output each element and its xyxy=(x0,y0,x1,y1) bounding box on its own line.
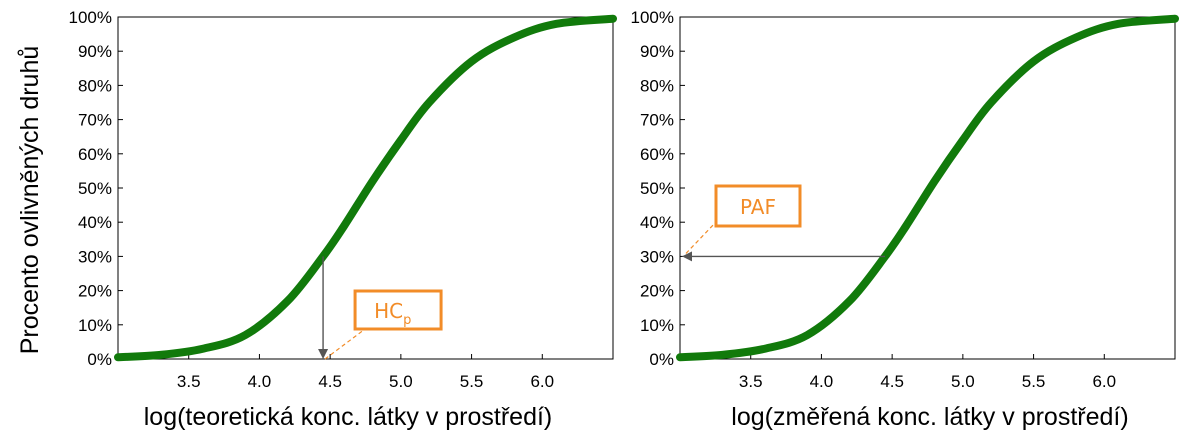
y-tick-label: 100% xyxy=(631,8,674,27)
x-axis-title: log(změřená konc. látky v prostředí) xyxy=(731,403,1128,431)
y-tick-label: 90% xyxy=(640,42,674,61)
x-tick-label: 4.0 xyxy=(810,372,834,391)
annotation-label-subscript: p xyxy=(403,313,411,328)
x-tick-label: 5.0 xyxy=(389,372,413,391)
chart-panels: 0% 10% 20% 30% 40% 50% 60% 70% 80% 90% 100% 3.5 4.0 4… xyxy=(69,8,1179,431)
annotation-label: PAF xyxy=(740,195,776,219)
y-tick-label: 80% xyxy=(640,76,674,95)
y-tick-label: 30% xyxy=(640,247,674,266)
y-tick-label: 40% xyxy=(640,213,674,232)
chart-panel-2: 0% 10% 20% 30% 40% 50% 60% 70% 80% 90% 100% 3.5 4.0 4… xyxy=(631,8,1179,431)
x-tick-label: 5.0 xyxy=(951,372,975,391)
x-axis-title: log(teoretická konc. látky v prostředí) xyxy=(144,403,553,431)
y-tick-label: 90% xyxy=(78,42,112,61)
y-tick-label: 0% xyxy=(649,350,674,369)
chart-panel-1: 0% 10% 20% 30% 40% 50% 60% 70% 80% 90% 100% 3.5 4.0 4… xyxy=(69,8,617,431)
sigmoid-curve xyxy=(114,14,617,362)
y-tick-label: 10% xyxy=(640,316,674,335)
y-tick-label: 20% xyxy=(640,282,674,301)
annotation-leader xyxy=(324,328,366,360)
annotation-label: HCp xyxy=(374,299,411,328)
x-tick-label: 4.0 xyxy=(248,372,272,391)
y-tick-label: 30% xyxy=(78,247,112,266)
y-tick-label: 10% xyxy=(78,316,112,335)
annotation-box xyxy=(714,184,802,228)
x-tick-label: 3.5 xyxy=(739,372,763,391)
y-tick-label: 100% xyxy=(69,8,112,27)
y-tick-label: 50% xyxy=(640,179,674,198)
x-tick-label: 6.0 xyxy=(1092,372,1116,391)
annotation-label-main: HC xyxy=(374,299,403,323)
y-tick-label: 70% xyxy=(78,111,112,130)
x-tick-label: 5.5 xyxy=(460,372,484,391)
shared-y-axis-label: Procento ovlivněných druhů xyxy=(16,46,44,355)
x-tick-label: 4.5 xyxy=(318,372,342,391)
y-tick-label: 40% xyxy=(78,213,112,232)
y-tick-label: 0% xyxy=(87,350,112,369)
annotation-leader xyxy=(685,221,717,254)
y-tick-label: 60% xyxy=(78,145,112,164)
annotation-box xyxy=(353,289,443,331)
sigmoid-curve xyxy=(676,14,1179,362)
x-tick-label: 3.5 xyxy=(177,372,201,391)
y-tick-label: 50% xyxy=(78,179,112,198)
x-tick-label: 4.5 xyxy=(880,372,904,391)
x-tick-label: 5.5 xyxy=(1022,372,1046,391)
y-tick-label: 60% xyxy=(640,145,674,164)
y-tick-label: 80% xyxy=(78,76,112,95)
x-tick-label: 6.0 xyxy=(530,372,554,391)
y-tick-label: 20% xyxy=(78,282,112,301)
y-tick-label: 70% xyxy=(640,111,674,130)
